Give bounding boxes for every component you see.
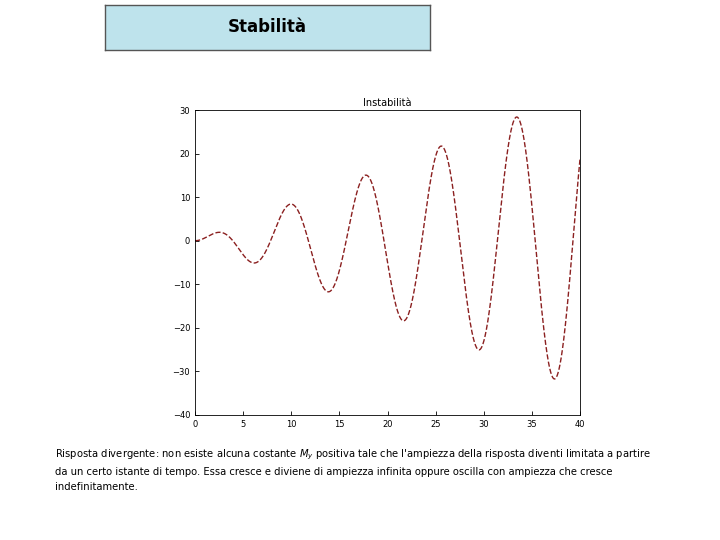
Title: Instabilità: Instabilità xyxy=(364,98,412,108)
Text: Stabilità: Stabilità xyxy=(228,18,307,37)
Text: Risposta divergente: non esiste alcuna costante $M_y$ positiva tale che l'ampiez: Risposta divergente: non esiste alcuna c… xyxy=(55,448,651,492)
